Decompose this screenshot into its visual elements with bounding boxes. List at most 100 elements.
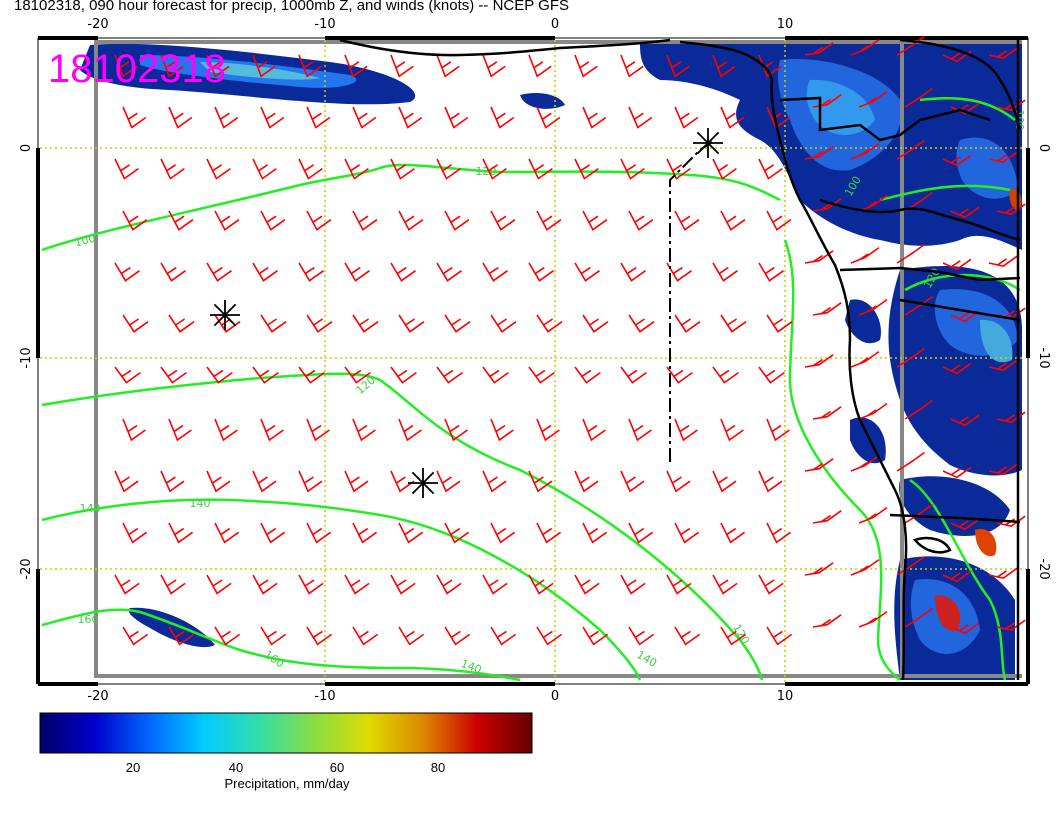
colorbar: [39, 712, 533, 754]
wind-barb: [344, 470, 369, 493]
wind-barb: [666, 366, 693, 384]
wind-barb: [482, 262, 508, 282]
wind-barb: [114, 574, 140, 595]
wind-barb: [252, 574, 278, 595]
wind-barb: [712, 158, 737, 180]
wind-barb: [628, 418, 652, 442]
wind-barb: [398, 418, 422, 442]
wind-barb: [804, 354, 834, 368]
wind-barb: [896, 347, 925, 368]
wind-barb: [628, 314, 655, 333]
wind-barb: [444, 418, 468, 442]
wind-barb: [444, 626, 471, 646]
height-contours: [41, 96, 1021, 682]
wind-barb: [352, 314, 379, 333]
wind-barb: [260, 210, 286, 231]
wind-barb: [390, 54, 414, 78]
wind-barb: [850, 246, 880, 264]
wind-barb: [720, 626, 747, 646]
wind-barb: [904, 399, 933, 420]
wind-barb: [122, 210, 148, 231]
wind-barb: [620, 366, 647, 384]
wind-barb: [352, 106, 377, 129]
wind-barb: [666, 54, 690, 78]
wind-barb: [766, 418, 790, 442]
wind-barb: [260, 626, 287, 646]
wind-barb: [766, 210, 792, 231]
wind-barb: [628, 210, 654, 231]
wind-barb: [858, 610, 888, 628]
wind-barb: [344, 366, 371, 384]
wind-barb: [858, 90, 888, 108]
wind-barb: [122, 522, 148, 544]
wind-barb: [528, 574, 554, 595]
wind-barb: [996, 411, 1026, 424]
wind-barb: [712, 574, 738, 595]
wind-barb: [122, 106, 147, 129]
wind-barb: [666, 158, 691, 180]
wind-barb: [850, 558, 880, 576]
wind-barb: [674, 418, 698, 442]
wind-barb: [160, 366, 187, 384]
axis-bars: [36, 36, 1030, 686]
lon-tick-top: 0: [551, 17, 559, 32]
wind-barb: [582, 522, 608, 544]
wind-barb: [490, 106, 515, 129]
wind-barb: [490, 314, 517, 333]
wind-barb: [344, 262, 370, 282]
wind-barb: [436, 574, 462, 595]
wind-barb: [114, 54, 138, 78]
wind-barb: [850, 454, 880, 472]
wind-barb: [490, 418, 514, 442]
wind-barb: [804, 458, 834, 472]
wind-barb: [666, 574, 692, 595]
track-line: [669, 141, 713, 462]
lon-tick-bottom: -20: [87, 689, 108, 704]
lat-tick-left: -10: [19, 347, 34, 368]
wind-barb: [858, 194, 888, 212]
wind-barb: [398, 314, 425, 333]
gridlines: [40, 40, 1026, 682]
wind-barb: [390, 366, 417, 384]
wind-barb: [804, 146, 834, 160]
wind-barb: [896, 451, 925, 472]
wind-barb: [306, 106, 331, 129]
wind-barb: [260, 314, 287, 333]
lon-tick-bottom: 10: [777, 689, 794, 704]
colorbar-tick: 60: [329, 760, 345, 775]
wind-barb: [674, 522, 700, 544]
wind-barb: [674, 106, 699, 129]
map-title: 18102318, 090 hour forecast for precip, …: [14, 0, 569, 14]
wind-barb: [306, 314, 333, 333]
wind-barb: [160, 574, 186, 595]
lon-tick-top: -10: [314, 17, 335, 32]
wind-barb: [528, 470, 553, 493]
wind-barb: [168, 314, 195, 333]
wind-barb: [812, 614, 842, 628]
wind-barb: [298, 158, 323, 180]
wind-barb: [804, 562, 834, 576]
wind-barb: [988, 463, 1018, 476]
wind-barb: [306, 522, 332, 544]
wind-barb: [904, 607, 933, 628]
wind-barb: [988, 359, 1018, 372]
lon-tick-bottom: -10: [314, 689, 335, 704]
wind-barb: [896, 243, 925, 264]
wind-barb: [766, 522, 792, 544]
wind-barb: [574, 366, 601, 384]
wind-barb: [344, 574, 370, 595]
wind-barb: [720, 418, 744, 442]
wind-barb: [536, 210, 562, 231]
wind-barb: [352, 626, 379, 646]
wind-barb: [582, 314, 609, 333]
wind-barb: [904, 295, 933, 316]
wind-barb: [160, 470, 185, 493]
wind-barb: [206, 470, 231, 493]
wind-barb: [720, 522, 746, 544]
lon-tick-top: 10: [777, 17, 794, 32]
wind-barb: [896, 555, 925, 576]
wind-barb: [766, 626, 793, 646]
wind-barb: [298, 574, 324, 595]
wind-barb: [490, 626, 517, 646]
